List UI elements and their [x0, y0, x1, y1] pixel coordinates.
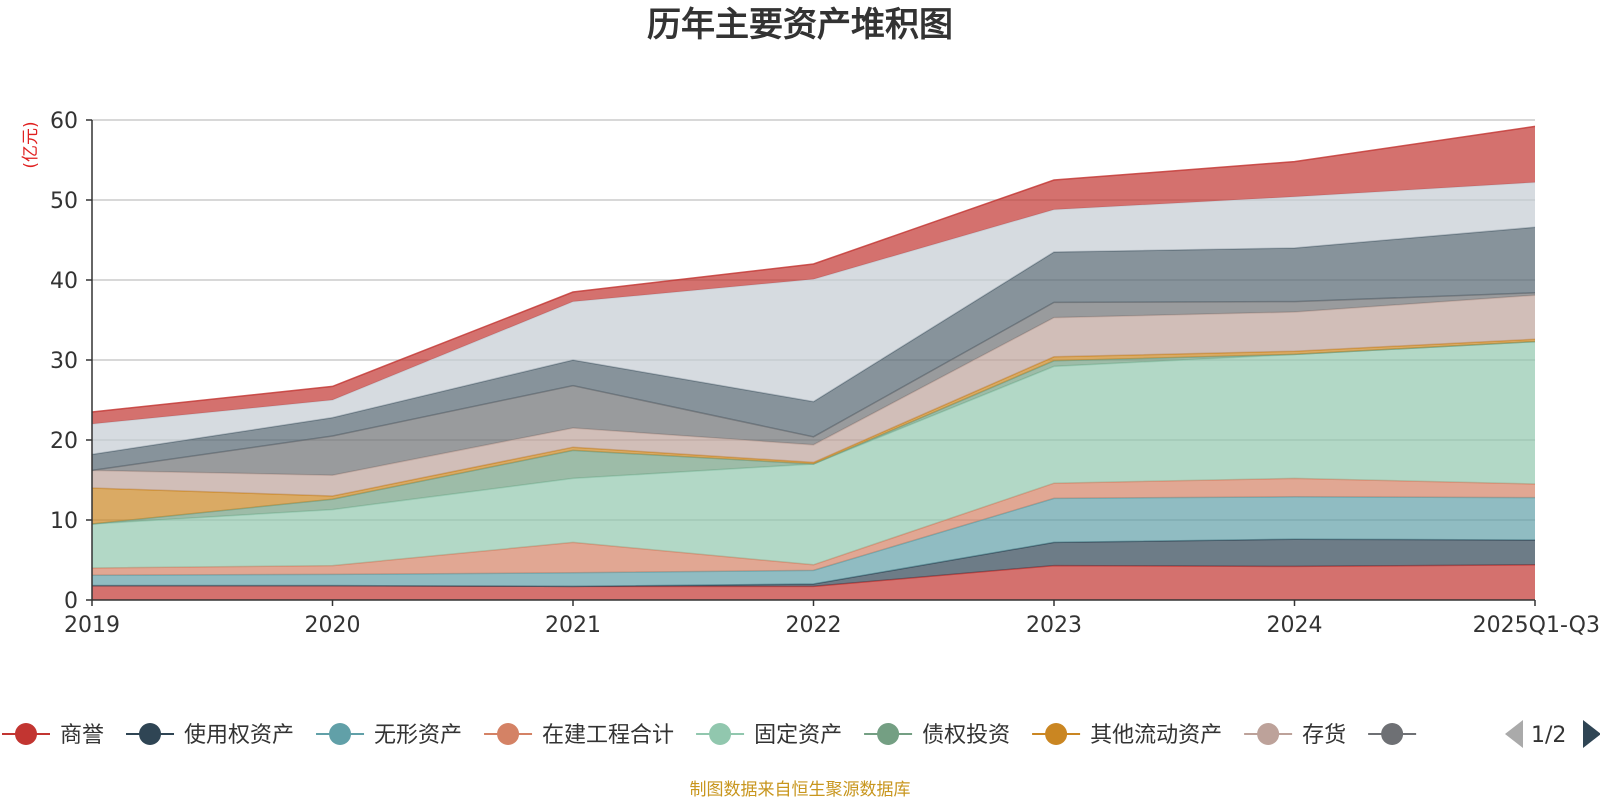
- area-band: [92, 339, 1535, 524]
- x-tick-label: 2020: [305, 613, 361, 638]
- area-band: [92, 564, 1535, 600]
- legend-label: 商誉: [60, 723, 104, 748]
- legend-marker: [709, 723, 732, 745]
- legend-label: 无形资产: [374, 723, 462, 748]
- area-band: [92, 478, 1535, 576]
- legend-marker: [877, 723, 900, 745]
- legend-label: 使用权资产: [184, 723, 294, 748]
- legend-marker: [1045, 723, 1068, 745]
- legend-item[interactable]: 商誉: [2, 723, 104, 748]
- y-tick-label: 10: [50, 509, 78, 534]
- legend-label: 债权投资: [922, 723, 1010, 748]
- source-note: 制图数据来自恒生聚源数据库: [690, 780, 911, 800]
- x-tick-label: 2025Q1-Q3: [1473, 613, 1600, 638]
- series-11: [91, 125, 1536, 425]
- y-tick-label: 0: [64, 589, 78, 614]
- y-axis-ticks: 0 10 20 30 40 50 60: [50, 109, 92, 614]
- legend-label: 存货: [1302, 723, 1346, 748]
- area-band: [92, 292, 1535, 476]
- x-tick-label: 2023: [1026, 613, 1082, 638]
- x-axis-ticks: 2019 2020 2021 2022 2023 2024 2025Q1-Q3: [64, 600, 1600, 638]
- legend-marker: [329, 723, 352, 745]
- legend-item[interactable]: 无形资产: [316, 723, 462, 748]
- legend-marker: [1257, 723, 1280, 745]
- y-axis-unit: (亿元): [21, 121, 41, 168]
- area-series: [91, 125, 1536, 600]
- chart-title: 历年主要资产堆积图: [647, 5, 953, 45]
- legend-marker: [15, 723, 37, 745]
- legend-item[interactable]: 在建工程合计: [484, 723, 674, 748]
- y-tick-label: 40: [50, 269, 78, 294]
- legend-item[interactable]: 债权投资: [864, 723, 1010, 748]
- legend-label: 在建工程合计: [542, 723, 674, 748]
- x-tick-label: 2022: [786, 613, 842, 638]
- area-band: [92, 341, 1535, 524]
- y-tick-label: 50: [50, 189, 78, 214]
- legend-label: 其他流动资产: [1090, 723, 1222, 748]
- legend-item[interactable]: 固定资产: [696, 723, 842, 748]
- area-band: [92, 182, 1535, 455]
- legend-label: 固定资产: [754, 723, 842, 748]
- area-band: [92, 341, 1535, 568]
- legend-marker: [497, 723, 520, 745]
- y-tick-label: 20: [50, 429, 78, 454]
- legend-marker: [139, 723, 162, 745]
- legend-page-indicator: 1/2: [1531, 723, 1566, 748]
- area-band: [92, 496, 1535, 587]
- y-tick-label: 30: [50, 349, 78, 374]
- legend-item-truncated[interactable]: [1368, 723, 1417, 745]
- legend-marker: [1381, 723, 1404, 745]
- legend-next-icon[interactable]: [1583, 720, 1600, 748]
- legend-pager: 1/2: [1505, 720, 1600, 748]
- area-band: [92, 126, 1535, 425]
- legend: 商誉 使用权资产 无形资产 在建工程合计 固定资产 债权投资 其他流动资产 存货: [2, 723, 1417, 748]
- area-band: [92, 295, 1535, 496]
- area-band: [92, 227, 1535, 471]
- legend-item[interactable]: 其他流动资产: [1032, 723, 1222, 748]
- x-tick-label: 2019: [64, 613, 120, 638]
- y-tick-label: 60: [50, 109, 78, 134]
- area-top-line: [91, 125, 1536, 413]
- legend-prev-icon[interactable]: [1505, 720, 1523, 748]
- legend-item[interactable]: 使用权资产: [126, 723, 294, 748]
- legend-item[interactable]: 存货: [1244, 723, 1346, 748]
- x-tick-label: 2024: [1267, 613, 1323, 638]
- area-band: [92, 539, 1535, 587]
- x-tick-label: 2021: [545, 613, 601, 638]
